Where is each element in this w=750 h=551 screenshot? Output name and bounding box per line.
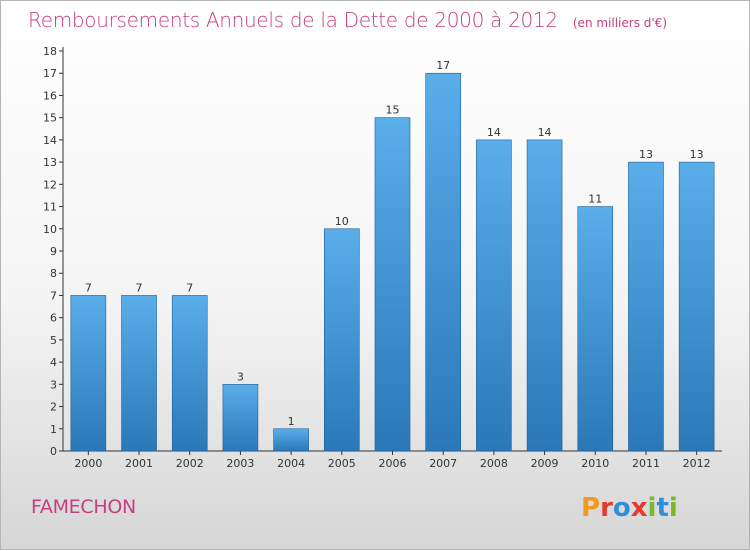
bar [577, 206, 614, 452]
y-tick-label: 13 [43, 156, 57, 169]
y-tick-label: 1 [50, 423, 57, 436]
logo-letter: x [630, 493, 648, 523]
bar [425, 72, 461, 452]
y-tick-label: 15 [43, 112, 57, 125]
chart-bars [70, 72, 715, 452]
x-tick-label: 2009 [531, 457, 559, 470]
data-label: 11 [588, 193, 602, 206]
x-tick-label: 2003 [226, 457, 254, 470]
y-tick-label: 2 [50, 401, 57, 414]
bar [121, 295, 157, 452]
data-label: 7 [85, 281, 92, 294]
data-label: 7 [186, 281, 193, 294]
bar [476, 139, 512, 452]
data-label: 10 [335, 215, 349, 228]
y-tick-label: 14 [43, 134, 57, 147]
x-tick-label: 2000 [74, 457, 102, 470]
data-label: 1 [288, 415, 295, 428]
proxiti-logo: Proxiti [581, 493, 678, 523]
chart-data-labels: 7 7 7 3 1 10 15 17 14 14 11 13 13 [85, 59, 704, 428]
data-label: 13 [690, 148, 704, 161]
y-tick-label: 6 [50, 312, 57, 325]
y-tick-label: 9 [50, 245, 57, 258]
chart-title: Remboursements Annuels de la Dette de 20… [28, 8, 667, 32]
data-label: 7 [136, 281, 143, 294]
chart-title-main: Remboursements Annuels de la Dette de 20… [28, 8, 558, 32]
x-tick-label: 2001 [125, 457, 153, 470]
data-label: 14 [538, 126, 552, 139]
logo-letter: t [656, 493, 669, 523]
bar [628, 161, 664, 452]
x-tick-label: 2006 [379, 457, 407, 470]
y-tick-label: 5 [50, 334, 57, 347]
bar [222, 384, 259, 452]
data-label: 17 [436, 59, 450, 72]
logo-letter: P [581, 493, 601, 523]
y-tick-label: 7 [50, 289, 57, 302]
logo-letter: i [668, 493, 678, 523]
x-tick-label: 2012 [683, 457, 711, 470]
bar [374, 117, 411, 452]
bar [70, 295, 107, 452]
x-tick-label: 2005 [328, 457, 356, 470]
x-tick-label: 2004 [277, 457, 305, 470]
data-label: 13 [639, 148, 653, 161]
bar [171, 295, 208, 452]
logo-letter: i [647, 493, 657, 523]
x-tick-label: 2007 [429, 457, 457, 470]
bar [324, 228, 360, 452]
bar [678, 161, 715, 452]
y-tick-label: 16 [43, 89, 57, 102]
data-label: 14 [487, 126, 501, 139]
y-tick-label: 0 [50, 445, 57, 458]
y-tick-label: 8 [50, 267, 57, 280]
bar [526, 139, 563, 452]
logo-letter: r [600, 493, 613, 523]
y-tick-label: 3 [50, 378, 57, 391]
y-tick-label: 17 [43, 67, 57, 80]
x-tick-label: 2011 [632, 457, 660, 470]
x-tick-label: 2010 [581, 457, 609, 470]
bar [273, 428, 309, 452]
data-label: 3 [237, 370, 244, 383]
y-tick-label: 11 [43, 201, 57, 214]
logo-letter: o [612, 493, 631, 523]
chart-title-unit: (en milliers d'€) [572, 16, 667, 30]
x-tick-label: 2002 [176, 457, 204, 470]
y-tick-label: 18 [43, 45, 57, 58]
y-tick-label: 12 [43, 178, 57, 191]
y-tick-label: 10 [43, 223, 57, 236]
y-tick-label: 4 [50, 356, 57, 369]
commune-name: FAMECHON [31, 496, 136, 518]
data-label: 15 [386, 104, 400, 117]
x-tick-label: 2008 [480, 457, 508, 470]
